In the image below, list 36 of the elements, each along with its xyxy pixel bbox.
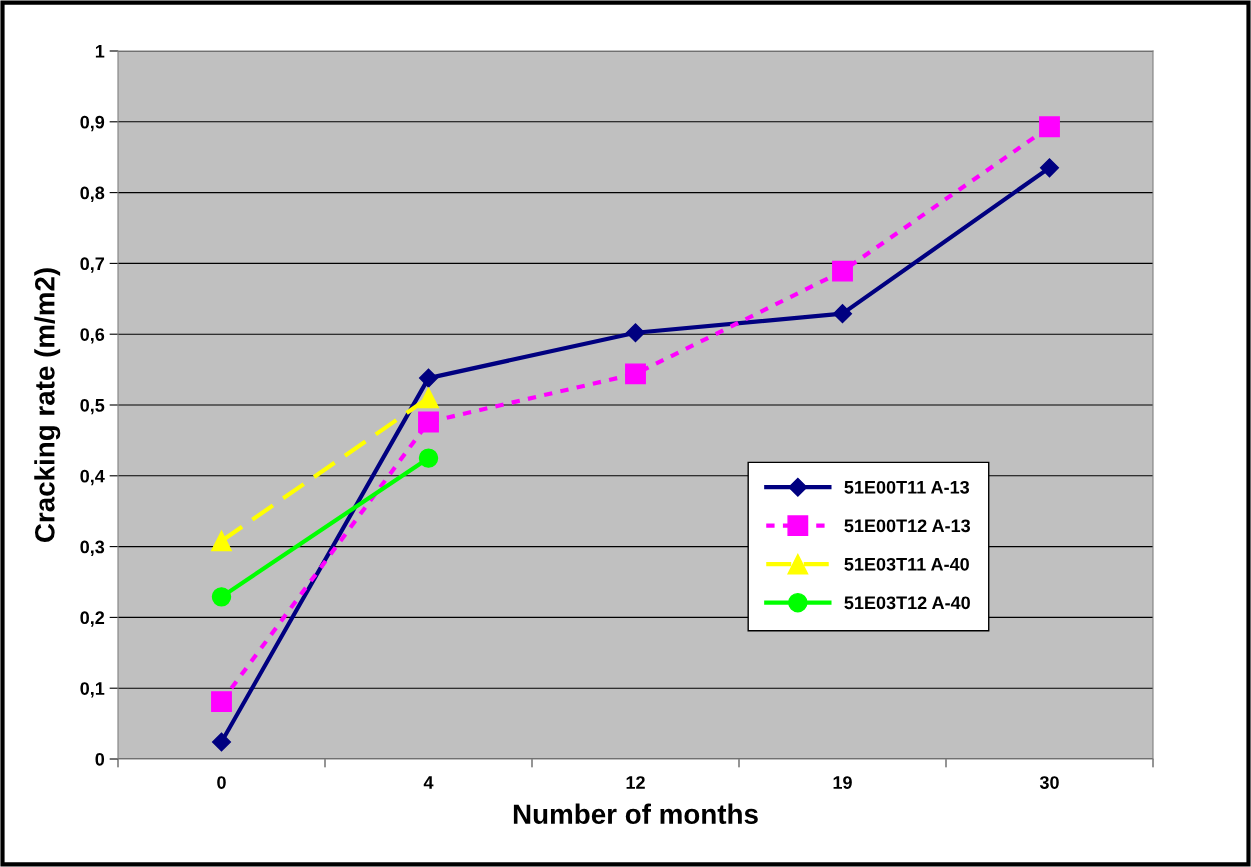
y-tick-label: 0,4	[80, 469, 105, 486]
point	[1039, 158, 1060, 178]
y-tick-label: 0,5	[80, 398, 105, 415]
point	[418, 411, 439, 433]
x-tick-label: 30	[1039, 776, 1059, 789]
y-axis-title: Cracking rate (m/m2)	[34, 268, 61, 543]
point	[418, 387, 439, 409]
point	[832, 260, 853, 282]
y-tick-label: 0,6	[80, 328, 105, 344]
point	[211, 732, 232, 752]
y-tick-label: 0,8	[80, 186, 105, 202]
legend-label: 51E00T11 A-13	[844, 480, 970, 494]
y-tick-label: 0,2	[80, 611, 105, 627]
legend-label: 51E03T11 A-40	[844, 557, 969, 571]
x-axis-title: Number of months	[513, 803, 758, 825]
point	[1039, 116, 1060, 138]
y-tick-label: 0	[95, 752, 105, 766]
y-tick-label: 1	[95, 45, 105, 58]
y-tick-label: 0,1	[80, 682, 105, 698]
point	[418, 448, 439, 468]
x-tick-label: 0	[217, 776, 226, 789]
legend-label: 51E00T12 A-13	[844, 519, 971, 533]
y-tick-label: 0,7	[80, 257, 105, 273]
x-tick-label: 4	[423, 776, 434, 789]
point	[211, 587, 232, 607]
legend-label: 51E03T12 A-40	[844, 596, 970, 610]
point	[625, 363, 646, 385]
point	[625, 323, 646, 343]
point	[418, 368, 439, 388]
point	[211, 530, 232, 552]
y-tick-label: 0,9	[80, 115, 105, 132]
point	[832, 304, 853, 324]
point	[211, 691, 232, 713]
x-tick-label: 19	[833, 776, 852, 789]
y-tick-label: 0,3	[80, 540, 105, 556]
x-tick-label: 12	[626, 776, 645, 789]
